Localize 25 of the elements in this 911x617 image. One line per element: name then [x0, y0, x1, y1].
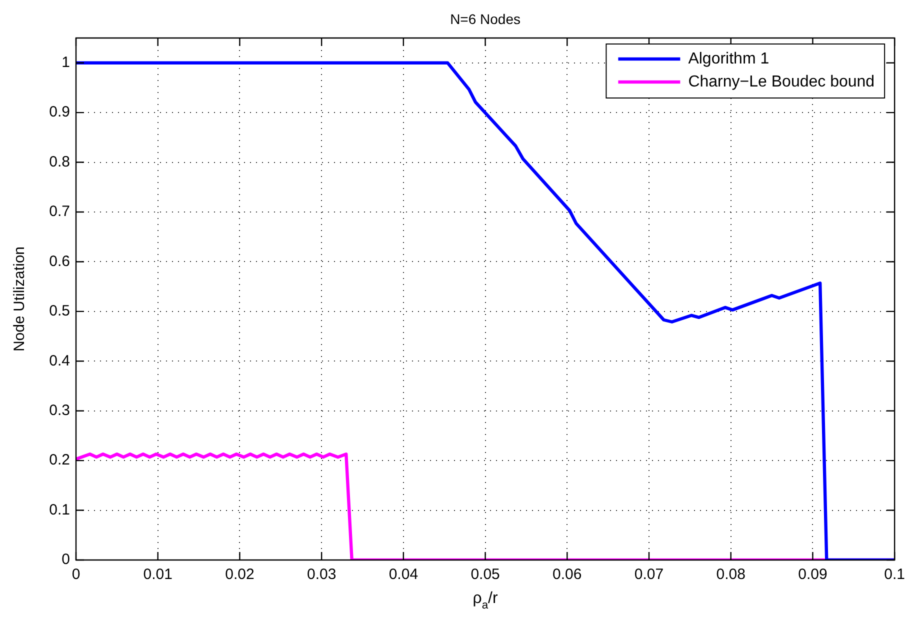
x-tick-label: 0.07 — [634, 566, 664, 584]
legend-label: Charny−Le Boudec bound — [688, 73, 875, 90]
x-tick-label: 0.03 — [306, 566, 336, 584]
x-tick-label: 0.09 — [798, 566, 828, 584]
x-tick-label: 0.02 — [225, 566, 254, 584]
legend-label: Algorithm 1 — [688, 50, 770, 68]
y-tick-label: 0.6 — [49, 252, 70, 270]
x-tick-label: 0.1 — [884, 566, 906, 584]
x-tick-label: 0.04 — [388, 566, 418, 584]
y-tick-label: 0.2 — [49, 452, 70, 469]
x-tick-label: 0.06 — [552, 566, 582, 584]
x-tick-label: 0.05 — [470, 566, 500, 584]
x-tick-label: 0.08 — [716, 566, 746, 584]
y-axis-title: Node Utilization — [11, 246, 28, 352]
y-tick-label: 0.9 — [49, 104, 70, 121]
y-tick-label: 0.8 — [49, 153, 70, 170]
y-tick-label: 0.3 — [49, 402, 70, 419]
chart-title: N=6 Nodes — [450, 11, 521, 27]
y-tick-label: 0 — [62, 551, 70, 568]
y-tick-label: 0.4 — [49, 352, 70, 370]
y-tick-label: 0.1 — [49, 501, 70, 518]
y-tick-label: 1 — [62, 54, 70, 71]
y-tick-label: 0.7 — [49, 203, 70, 220]
y-tick-label: 0.5 — [49, 302, 70, 320]
x-tick-label: 0.01 — [143, 566, 172, 584]
